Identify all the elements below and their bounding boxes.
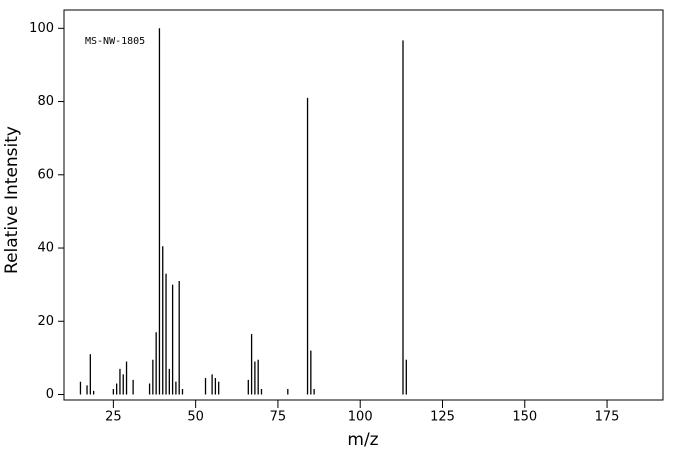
y-tick-label: 40 xyxy=(37,241,54,256)
y-tick-label: 0 xyxy=(46,387,54,402)
y-tick-label: 80 xyxy=(37,94,54,109)
plot-frame xyxy=(63,9,664,401)
x-tick-label: 100 xyxy=(348,410,373,425)
x-tick-label: 125 xyxy=(430,410,455,425)
y-axis-label: Relative Intensity xyxy=(2,126,22,274)
x-tick-label: 75 xyxy=(270,410,287,425)
x-tick-label: 175 xyxy=(595,410,620,425)
x-tick-label: 50 xyxy=(187,410,204,425)
y-tick-label: 60 xyxy=(37,167,54,182)
x-tick-label: 150 xyxy=(512,410,537,425)
x-axis-label: m/z xyxy=(347,430,378,450)
annotation: MS-NW-1805 xyxy=(85,36,145,47)
x-tick-label: 25 xyxy=(105,410,122,425)
y-tick-label: 20 xyxy=(37,314,54,329)
y-tick-label: 100 xyxy=(29,21,54,36)
